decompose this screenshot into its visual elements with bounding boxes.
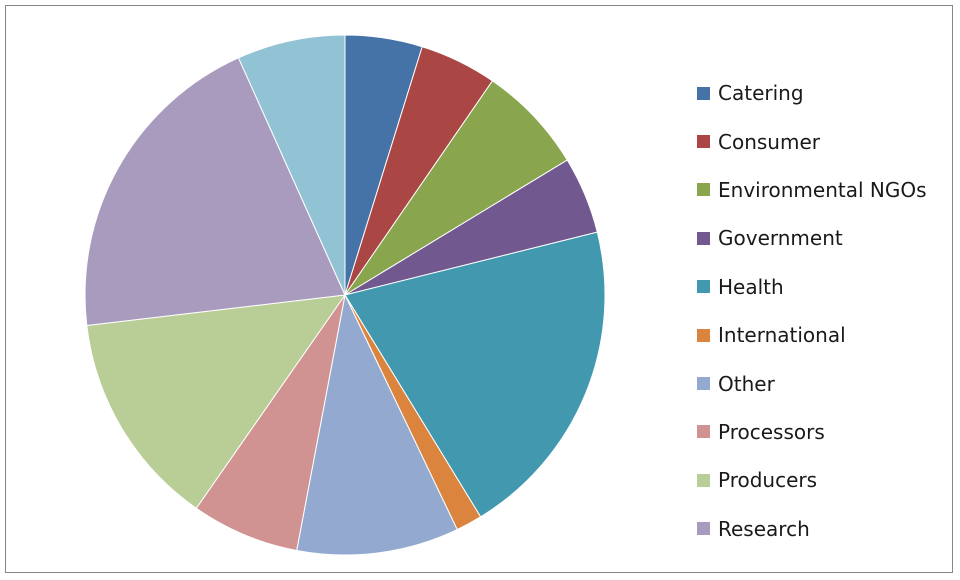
legend-label: Environmental NGOs: [718, 177, 927, 202]
pie-slice-health: [344, 231, 606, 518]
legend-label: International: [718, 323, 846, 348]
legend-swatch: [697, 280, 710, 294]
legend-swatch: [697, 522, 710, 536]
legend-swatch: [697, 328, 710, 342]
legend-item: Consumer: [697, 117, 927, 165]
pie-chart: [84, 34, 606, 556]
chart-legend: Catering Consumer Environmental NGOs Govern…: [697, 69, 927, 553]
pie-slice-producers: [86, 294, 347, 509]
pie-slice-environmental-ngos: [344, 80, 568, 296]
legend-item: International: [697, 311, 927, 359]
pie-slice-other: [296, 293, 458, 556]
legend-label: Consumer: [718, 129, 820, 154]
legend-swatch: [697, 377, 710, 391]
legend-swatch: [697, 473, 710, 487]
legend-item: Producers: [697, 456, 927, 504]
pie-slice-research: [84, 57, 346, 327]
legend-label: Health: [718, 274, 784, 299]
legend-swatch: [697, 135, 710, 149]
chart-area: Catering Consumer Environmental NGOs Govern…: [5, 5, 953, 573]
legend-item: Catering: [697, 69, 927, 117]
legend-item: Health: [697, 263, 927, 311]
legend-swatch: [697, 231, 710, 245]
legend-label: Research: [718, 516, 810, 541]
legend-swatch: [697, 183, 710, 197]
legend-swatch: [697, 86, 710, 100]
legend-item: Processors: [697, 408, 927, 456]
legend-label: Producers: [718, 468, 818, 493]
legend-item: Government: [697, 214, 927, 262]
legend-item: Other: [697, 359, 927, 407]
legend-item: Research: [697, 505, 927, 553]
legend-item: Environmental NGOs: [697, 166, 927, 214]
legend-label: Catering: [718, 81, 804, 106]
legend-swatch: [697, 425, 710, 439]
legend-label: Other: [718, 371, 775, 396]
pie-slice-processors: [195, 294, 346, 552]
pie-slice-unlabeled: [237, 34, 346, 296]
legend-label: Processors: [718, 419, 825, 444]
legend-label: Government: [718, 226, 843, 251]
